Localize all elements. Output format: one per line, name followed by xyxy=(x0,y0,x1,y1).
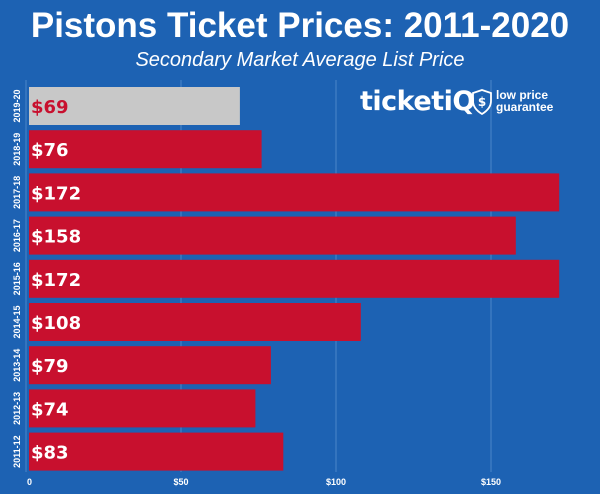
bar-value-label: $74 xyxy=(31,399,69,420)
logo-tagline-line1: low price xyxy=(496,88,549,102)
logo-tagline: low price guarantee xyxy=(496,89,553,113)
bar-value-label: $76 xyxy=(31,140,69,161)
bar-value-label: $69 xyxy=(31,97,69,118)
bar-value-label: $172 xyxy=(31,183,81,204)
bar-2014-15 xyxy=(29,303,361,341)
bar-2016-17 xyxy=(29,216,516,255)
logo-tagline-line2: guarantee xyxy=(496,100,554,114)
bar-value-label: $108 xyxy=(31,313,81,334)
bar-2018-19 xyxy=(29,130,262,169)
bar-value-label: $172 xyxy=(31,270,81,291)
bar-2017-18 xyxy=(29,173,560,212)
category-label: 2019-20 xyxy=(12,89,22,122)
x-tick-label: $50 xyxy=(173,477,188,487)
svg-text:$: $ xyxy=(478,95,486,109)
category-label: 2011-12 xyxy=(12,435,22,468)
bar-2015-16 xyxy=(29,259,560,298)
category-labels: 2019-20 2018-19 2017-18 2016-17 2015-16 2014-… xyxy=(12,89,22,467)
bar-2012-13 xyxy=(29,389,256,428)
x-tick-label: 0 xyxy=(27,477,32,487)
logo-wordmark: ticketiQ xyxy=(360,86,475,117)
bar-value-label: $83 xyxy=(31,443,69,464)
bar-2013-14 xyxy=(29,346,271,385)
category-label: 2014-15 xyxy=(12,305,22,338)
category-label: 2017-18 xyxy=(12,176,22,209)
shield-dollar-icon: $ xyxy=(472,89,492,115)
chart-title: Pistons Ticket Prices: 2011-2020 xyxy=(30,6,570,45)
ticketiq-logo: ticketiQ $ low price guarantee xyxy=(360,86,570,120)
x-tick-label: $100 xyxy=(326,477,346,487)
x-tick-label: $150 xyxy=(481,477,501,487)
category-label: 2018-19 xyxy=(12,133,22,166)
bar-2019-20 xyxy=(29,87,240,125)
bar-value-label: $79 xyxy=(31,356,69,377)
bar-2011-12 xyxy=(29,432,284,471)
bar-value-label: $158 xyxy=(31,227,81,248)
x-axis-ticks: 0 $50 $100 $150 xyxy=(27,477,501,487)
category-label: 2015-16 xyxy=(12,262,22,295)
category-label: 2013-14 xyxy=(12,349,22,382)
bars: $69 $76 $172 $158 $172 $108 $79 $74 $83 xyxy=(29,87,560,471)
category-label: 2012-13 xyxy=(12,392,22,425)
chart-subtitle: Secondary Market Average List Price xyxy=(135,49,465,71)
category-label: 2016-17 xyxy=(12,219,22,252)
